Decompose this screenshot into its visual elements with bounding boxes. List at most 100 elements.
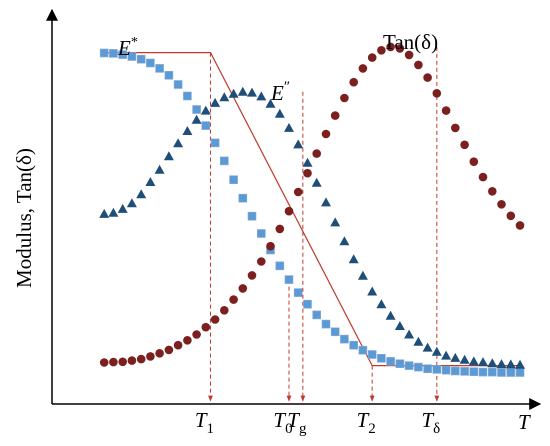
tan-delta-point bbox=[515, 221, 525, 230]
series-e-star bbox=[99, 48, 525, 377]
e-star-point bbox=[238, 193, 248, 203]
tan-delta-point bbox=[404, 50, 414, 60]
e-star-point bbox=[497, 368, 506, 377]
e-star-point bbox=[367, 350, 377, 359]
y-axis-label: Modulus, Tan(δ) bbox=[12, 148, 36, 288]
tan-delta-point bbox=[127, 356, 137, 365]
e-double-prime-point bbox=[219, 92, 230, 102]
tan-delta-point bbox=[173, 340, 183, 350]
tan-delta-point bbox=[183, 336, 192, 345]
e-star-point bbox=[256, 229, 266, 238]
e-double-prime-point bbox=[228, 88, 239, 98]
e-double-prime-point bbox=[487, 358, 498, 368]
e-star-point bbox=[404, 361, 414, 370]
e-double-prime-point bbox=[99, 208, 110, 218]
e-double-prime-point bbox=[200, 105, 211, 115]
annotation-T2: T2 bbox=[357, 408, 376, 437]
tan-delta-point bbox=[210, 315, 220, 324]
tan-delta-point bbox=[506, 211, 516, 221]
tan-delta-point bbox=[460, 140, 469, 150]
tan-delta-point bbox=[284, 206, 294, 216]
tan-delta-point bbox=[257, 257, 266, 266]
e-star-point bbox=[515, 368, 525, 377]
tan-delta-point bbox=[469, 157, 479, 166]
e-double-prime-point bbox=[117, 203, 128, 213]
e-star-point bbox=[146, 58, 155, 68]
e-star-point bbox=[201, 121, 211, 130]
e-double-prime-point bbox=[330, 217, 341, 227]
tan-delta-point bbox=[312, 149, 322, 158]
tan-delta-point bbox=[441, 106, 451, 115]
e-star-point bbox=[423, 364, 432, 374]
tan-delta-point bbox=[201, 322, 211, 332]
tan-delta-point bbox=[423, 73, 432, 82]
e-double-prime-point bbox=[422, 342, 433, 352]
e-double-prime-point bbox=[321, 197, 331, 207]
e-star-point bbox=[136, 54, 146, 64]
e-star-point bbox=[183, 91, 192, 101]
e-double-prime-point bbox=[145, 177, 156, 186]
tan-delta-point bbox=[164, 345, 174, 355]
e-double-prime-point bbox=[247, 87, 257, 97]
annotation-Tdelta: Tδ bbox=[421, 408, 440, 437]
e-double-prime-point bbox=[515, 359, 525, 369]
tan-delta-point bbox=[238, 284, 248, 293]
tan-delta-point bbox=[192, 330, 201, 339]
e-star-point bbox=[210, 138, 220, 148]
tan-delta-point bbox=[414, 60, 423, 70]
e-double-prime-point bbox=[163, 151, 174, 161]
e-star-point bbox=[247, 211, 257, 221]
e-double-prime-point bbox=[404, 329, 415, 339]
e-star-point bbox=[118, 50, 127, 59]
tan-delta-point bbox=[349, 77, 359, 87]
tan-delta-point bbox=[266, 241, 275, 251]
e-double-prime-point bbox=[274, 108, 285, 118]
tan-delta-point bbox=[99, 358, 109, 367]
e-star-point bbox=[312, 310, 322, 320]
e-double-prime-point bbox=[348, 254, 359, 264]
e-star-point bbox=[386, 357, 395, 366]
e-double-prime-point bbox=[367, 286, 378, 296]
e-star-point bbox=[303, 299, 312, 309]
e-star-point bbox=[432, 365, 442, 374]
e-double-prime-point bbox=[284, 122, 294, 132]
e-star-point bbox=[414, 362, 423, 372]
tan-delta-point bbox=[367, 53, 377, 62]
tan-delta-point bbox=[155, 349, 164, 358]
tan-delta-point bbox=[136, 354, 146, 364]
annotation-T1: T1 bbox=[195, 408, 214, 437]
tan-delta-point bbox=[303, 168, 312, 178]
e-star-label: E* bbox=[117, 35, 138, 60]
e-double-prime-point bbox=[154, 164, 165, 174]
tan-delta-point bbox=[358, 64, 368, 73]
e-star-point bbox=[506, 368, 516, 377]
e-double-prime-point bbox=[478, 357, 488, 367]
e-double-prime-point bbox=[191, 114, 202, 124]
e-double-prime-point bbox=[182, 126, 193, 135]
tan-delta-point bbox=[432, 89, 442, 98]
e-double-prime-point bbox=[302, 157, 313, 167]
e-star-point bbox=[469, 367, 479, 377]
tan-delta-point bbox=[451, 123, 460, 133]
tan-delta-point bbox=[275, 224, 285, 234]
tan-delta-point bbox=[109, 357, 118, 367]
e-double-prime-point bbox=[459, 354, 470, 364]
e-double-prime-point bbox=[256, 91, 267, 101]
e-double-prime-point bbox=[339, 236, 350, 246]
e-star-point bbox=[377, 353, 386, 363]
e-star-point bbox=[284, 275, 294, 284]
tan-delta-point bbox=[146, 352, 155, 361]
e-double-prime-point bbox=[441, 350, 452, 360]
e-double-prime-point bbox=[136, 189, 147, 199]
e-star-point bbox=[478, 367, 488, 377]
tan-delta-point bbox=[220, 306, 229, 315]
tan-delta-point bbox=[293, 187, 303, 197]
e-star-point bbox=[220, 156, 229, 166]
e-double-prime-point bbox=[468, 356, 479, 366]
tan-delta-point bbox=[497, 200, 506, 209]
e-double-prime-point bbox=[311, 177, 322, 187]
e-star-point bbox=[99, 48, 109, 58]
tan-delta-point bbox=[340, 93, 349, 103]
tan-delta-point bbox=[118, 357, 127, 367]
e-star-point bbox=[349, 340, 359, 350]
